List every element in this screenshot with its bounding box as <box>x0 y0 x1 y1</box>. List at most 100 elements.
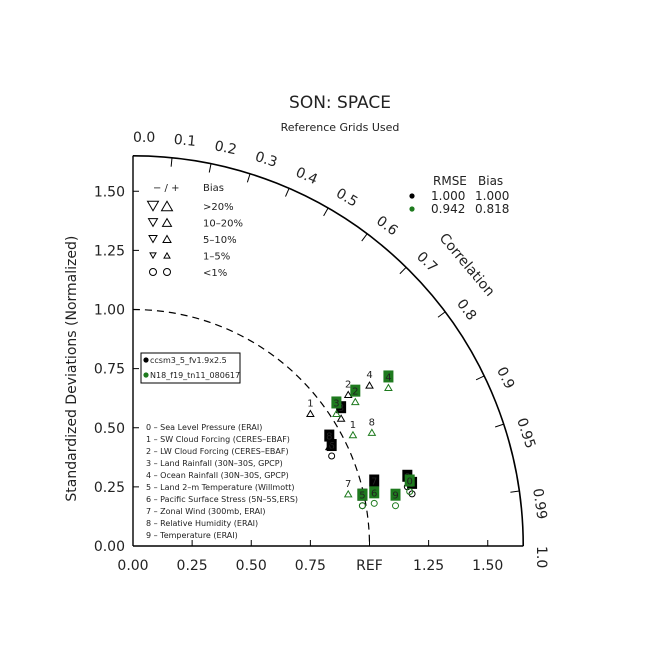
corr-tick <box>510 490 520 493</box>
corr-tick <box>208 163 212 173</box>
data-points: 01234567890123456789 <box>306 370 418 510</box>
data-point-label: 0 <box>407 477 413 488</box>
corr-tick <box>170 157 173 167</box>
data-point-box <box>357 488 368 501</box>
y-tick-label: 1.25 <box>94 243 125 259</box>
data-point-label: 4 <box>366 370 372 381</box>
corr-tick-label: 0.1 <box>173 132 197 150</box>
x-tick-label: 1.50 <box>472 558 503 574</box>
data-point-marker <box>348 430 358 439</box>
circle-icon <box>149 268 157 276</box>
correlation-arc <box>132 154 525 547</box>
corr-tick-label: 0.8 <box>453 296 479 323</box>
bias-legend-row-label: >20% <box>203 202 234 213</box>
bias-legend-row-label: 1–5% <box>203 252 230 263</box>
y-tick-label: 1.00 <box>94 303 125 319</box>
corr-tick <box>399 266 407 275</box>
data-point-label: 4 <box>385 372 391 383</box>
data-point-box <box>331 396 342 409</box>
data-point-label: 3 <box>333 398 339 409</box>
data-point-box <box>324 429 335 442</box>
data-point-box <box>350 384 361 397</box>
series-legend-box <box>140 352 241 384</box>
variable-list-item: 8 – Relative Humidity (ERAI) <box>146 519 258 528</box>
data-point-marker <box>367 428 377 436</box>
down-triangle-icon <box>149 252 157 260</box>
data-point-label: 8 <box>326 432 332 443</box>
data-point-marker <box>350 397 360 406</box>
data-point-marker <box>384 383 393 391</box>
data-point-label: 3 <box>338 403 344 414</box>
corr-tick-label: 0.5 <box>333 186 360 211</box>
down-triangle-icon <box>146 200 160 212</box>
bias-legend-row-label: 10–20% <box>203 219 243 230</box>
variable-list-item: 3 – Land Rainfall (30N–30S, GPCP) <box>146 459 283 468</box>
corr-tick <box>437 311 446 318</box>
corr-tick-label: 0.4 <box>293 165 320 189</box>
data-point-box <box>369 474 380 487</box>
corr-tick <box>475 375 485 381</box>
data-point-marker <box>392 502 400 510</box>
bias-value: 1.000 <box>475 189 509 203</box>
data-point-marker <box>324 442 334 451</box>
data-point-label: 7 <box>345 479 351 490</box>
x-tick-label: 0.00 <box>117 558 148 574</box>
rmse-header: RMSE <box>433 174 467 188</box>
y-tick-label: 0.75 <box>94 362 125 378</box>
data-point-marker <box>370 499 378 507</box>
data-point-marker <box>306 409 315 417</box>
variable-list-item: 6 – Pacific Surface Stress (5N–5S,ERS) <box>146 495 298 504</box>
x-tick-label: 0.75 <box>295 558 326 574</box>
up-triangle-icon <box>162 234 172 243</box>
corr-tick <box>246 173 251 183</box>
series-legend: ccsm3_5_fv1.9x2.5 N18_f19_tn11_080617 <box>140 352 241 384</box>
data-point-label: 6 <box>328 441 334 452</box>
data-point-box <box>383 370 394 383</box>
data-point-box <box>369 486 380 499</box>
corr-tick <box>323 207 329 217</box>
y-tick-label: 0.50 <box>94 421 125 437</box>
up-triangle-icon <box>163 251 171 259</box>
data-point-marker <box>343 489 353 498</box>
variable-list-item: 0 – Sea Level Pressure (ERAI) <box>146 423 262 432</box>
variable-list-item: 9 – Temperature (ERAI) <box>146 531 238 540</box>
data-point-marker <box>408 490 416 498</box>
chart-title: SON: SPACE <box>289 93 391 113</box>
data-point-box <box>404 474 415 487</box>
bias-value: 0.818 <box>475 202 509 216</box>
correlation-label: Correlation <box>436 230 498 299</box>
data-point-marker <box>343 390 353 399</box>
x-tick-label: 1.25 <box>413 558 444 574</box>
down-triangle-icon <box>147 218 159 228</box>
series-legend-label: N18_f19_tn11_080617 <box>150 371 240 380</box>
series-legend-label: ccsm3_5_fv1.9x2.5 <box>150 356 227 365</box>
down-triangle-icon <box>148 235 158 244</box>
data-point-label: 2 <box>345 380 351 391</box>
x-tick-label: REF <box>356 558 383 574</box>
variable-list-item: 5 – Land 2–m Temperature (Willmott) <box>146 483 294 492</box>
corr-tick <box>361 233 368 242</box>
x-tick-label: 0.50 <box>236 558 267 574</box>
data-point-label: 1 <box>307 398 313 409</box>
corr-tick-label: 0.95 <box>513 416 538 451</box>
corr-tick <box>285 188 290 197</box>
corr-tick-label: 0.0 <box>133 130 155 146</box>
variable-list-item: 2 – LW Cloud Forcing (CERES–EBAF) <box>146 447 289 456</box>
bias-legend: − / + Bias >20% 10–20% 5–10% 1–5% <1% <box>146 183 243 279</box>
variable-list-item: 4 – Ocean Rainfall (30N–30S, GPCP) <box>146 471 289 480</box>
corr-tick-label: 0.6 <box>373 213 400 239</box>
rmse-row-marker <box>409 206 415 212</box>
chart-subtitle: Reference Grids Used <box>281 121 400 134</box>
corr-tick <box>495 423 504 428</box>
variable-list-item: 7 – Zonal Wind (300mb, ERAI) <box>146 507 266 516</box>
y-tick-label: 0.00 <box>94 539 125 555</box>
y-axis-label: Standardized Deviations (Normalized) <box>64 236 80 502</box>
bias-legend-header-sign: − / + <box>153 183 179 194</box>
bias-legend-header-label: Bias <box>203 183 224 194</box>
data-point-marker <box>358 502 366 510</box>
data-point-marker <box>332 409 341 417</box>
data-point-marker <box>336 414 346 422</box>
series-legend-marker <box>143 357 149 363</box>
data-point-marker <box>365 381 374 389</box>
